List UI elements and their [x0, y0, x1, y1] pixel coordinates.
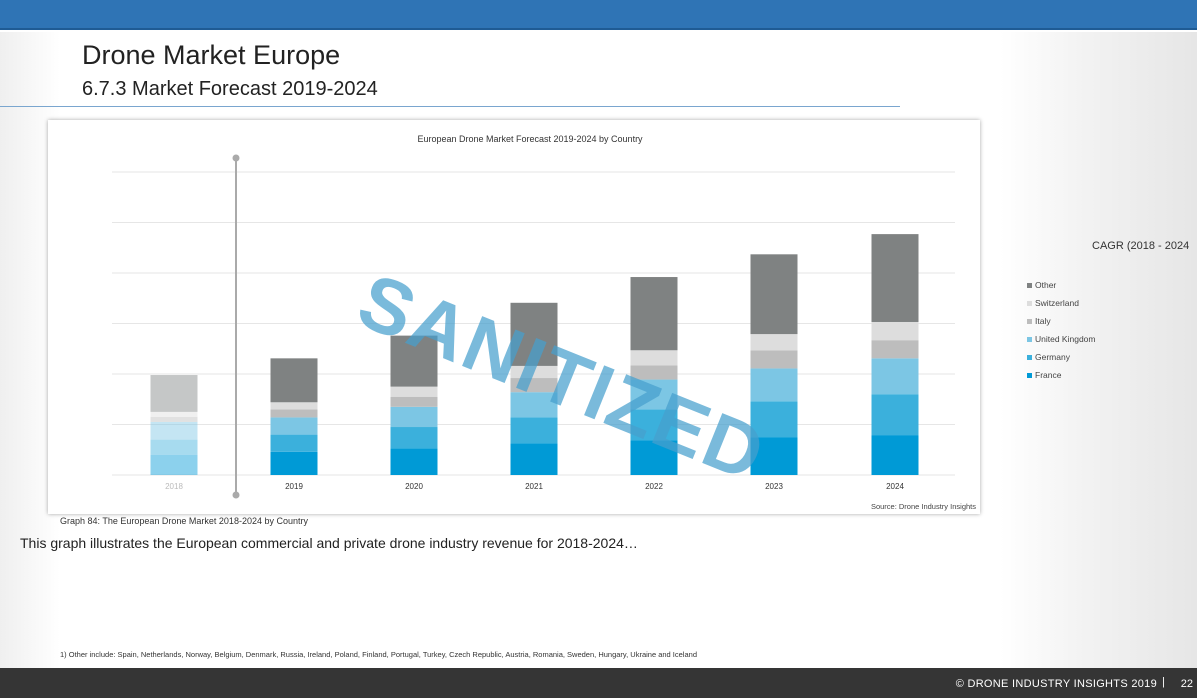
bar-united-kingdom-2018 [150, 421, 198, 440]
x-tick-label: 2018 [165, 482, 183, 491]
bar-switzerland-2023 [750, 334, 798, 351]
bar-france-2018 [150, 454, 198, 475]
bar-germany-2021 [510, 417, 558, 444]
bar-united-kingdom-2024 [871, 358, 919, 395]
bar-switzerland-2021 [510, 365, 558, 379]
bar-italy-2021 [510, 378, 558, 393]
title-divider [0, 106, 900, 107]
bar-switzerland-2024 [871, 321, 919, 341]
legend-item: Italy [1027, 312, 1095, 330]
chart-container: European Drone Market Forecast 2019-2024… [48, 120, 980, 514]
page-number: 22 [1180, 678, 1193, 690]
description: This graph illustrates the European comm… [20, 535, 638, 551]
graph-caption: Graph 84: The European Drone Market 2018… [60, 516, 308, 526]
bar-france-2021 [510, 443, 558, 475]
bar-other-2023 [750, 254, 798, 335]
legend-label: Germany [1035, 352, 1070, 362]
bar-switzerland-2019 [270, 402, 318, 410]
footer-bar: © DRONE INDUSTRY INSIGHTS 2019 | 22 [0, 668, 1197, 698]
legend-item: United Kingdom [1027, 330, 1095, 348]
legend-swatch [1027, 336, 1032, 342]
right-shade [1000, 32, 1197, 668]
bar-france-2022 [630, 440, 678, 475]
legend-label: France [1035, 370, 1062, 380]
legend-swatch [1027, 354, 1032, 360]
bar-united-kingdom-2020 [390, 406, 438, 428]
x-tick-label: 2019 [285, 482, 303, 491]
bar-france-2020 [390, 448, 438, 475]
chart-legend: Other Switzerland Italy United Kingdom Germa… [1027, 276, 1095, 384]
separator-dot [232, 491, 240, 499]
stacked-bar-chart: European Drone Market Forecast 2019-2024… [112, 134, 976, 511]
x-tick-label: 2020 [405, 482, 423, 491]
legend-swatch [1027, 300, 1032, 306]
bar-france-2023 [750, 437, 798, 475]
chart-source: Source: Drone Industry Insights [871, 502, 976, 511]
bar-germany-2018 [150, 439, 198, 455]
separator-dot [232, 154, 240, 162]
bar-france-2024 [871, 435, 919, 475]
legend-item: Germany [1027, 348, 1095, 366]
bar-italy-2019 [270, 409, 318, 418]
legend-swatch [1027, 372, 1032, 378]
legend-swatch [1027, 318, 1032, 324]
legend-swatch [1027, 282, 1032, 288]
bar-switzerland-2018 [150, 411, 198, 417]
chart-title: European Drone Market Forecast 2019-2024… [417, 134, 643, 144]
x-tick-label: 2024 [886, 482, 904, 491]
bar-switzerland-2022 [630, 350, 678, 366]
footer-separator: | [1162, 676, 1165, 688]
bar-germany-2023 [750, 401, 798, 438]
bar-italy-2023 [750, 350, 798, 369]
legend-label: United Kingdom [1035, 334, 1096, 344]
bar-united-kingdom-2022 [630, 379, 678, 410]
bar-france-2019 [270, 451, 318, 475]
footnote: 1) Other include: Spain, Netherlands, No… [60, 650, 697, 659]
top-bar [0, 0, 1197, 30]
bar-italy-2024 [871, 340, 919, 359]
legend-label: Other [1035, 280, 1057, 290]
bar-germany-2022 [630, 409, 678, 441]
bar-united-kingdom-2019 [270, 417, 318, 435]
bar-germany-2020 [390, 427, 438, 449]
bar-other-2018 [150, 375, 198, 412]
copyright: © DRONE INDUSTRY INSIGHTS 2019 [955, 678, 1157, 690]
bar-other-2019 [270, 358, 318, 403]
bar-united-kingdom-2021 [510, 392, 558, 418]
x-tick-label: 2021 [525, 482, 543, 491]
bar-other-2022 [630, 277, 678, 351]
legend-label: Italy [1035, 316, 1051, 326]
bar-other-2021 [510, 302, 558, 366]
legend-item: Switzerland [1027, 294, 1095, 312]
bar-united-kingdom-2023 [750, 368, 798, 402]
x-tick-label: 2022 [645, 482, 663, 491]
bar-italy-2022 [630, 365, 678, 380]
legend-item: France [1027, 366, 1095, 384]
bar-germany-2019 [270, 434, 318, 452]
bar-other-2024 [871, 234, 919, 322]
page-subtitle: 6.7.3 Market Forecast 2019-2024 [82, 78, 378, 100]
bar-germany-2024 [871, 394, 919, 436]
bar-italy-2018 [150, 416, 198, 422]
cagr-label: CAGR (2018 - 2024 [1092, 240, 1190, 252]
legend-label: Switzerland [1035, 298, 1079, 308]
bar-other-2020 [390, 335, 438, 387]
bar-italy-2020 [390, 396, 438, 407]
bar-switzerland-2020 [390, 386, 438, 397]
x-tick-label: 2023 [765, 482, 783, 491]
page-title: Drone Market Europe [82, 40, 341, 70]
legend-item: Other [1027, 276, 1095, 294]
